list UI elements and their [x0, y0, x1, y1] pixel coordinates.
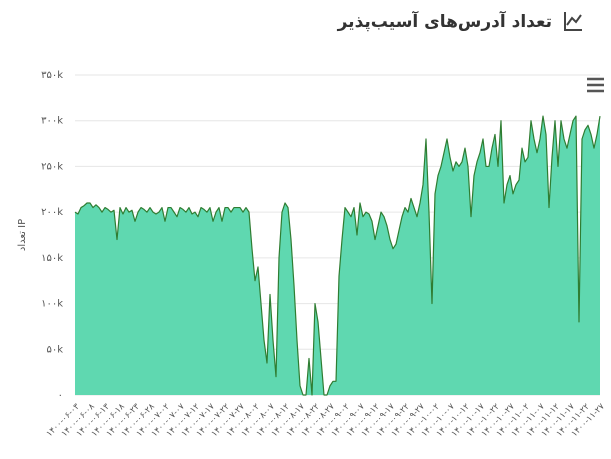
line — [74, 115, 601, 396]
y-tick-label: ۲۵۰k — [41, 161, 63, 172]
chart-icon — [564, 12, 582, 31]
y-tick-label: ۳۵۰k — [41, 70, 63, 81]
y-tick-label: ۵۰k — [46, 344, 63, 355]
y-axis-label: تعداد IP — [17, 219, 28, 251]
y-tick-label: ۲۰۰k — [41, 207, 63, 218]
y-tick-label: ۰ — [58, 390, 63, 401]
y-tick-label: ۳۰۰k — [41, 116, 63, 127]
y-tick-label: ۱۵۰k — [41, 253, 63, 264]
y-tick-label: ۱۰۰k — [41, 299, 63, 310]
chart-title: تعداد آدرس‌های آسیب‌پذیر — [337, 10, 552, 32]
menu-button[interactable] — [587, 77, 604, 93]
